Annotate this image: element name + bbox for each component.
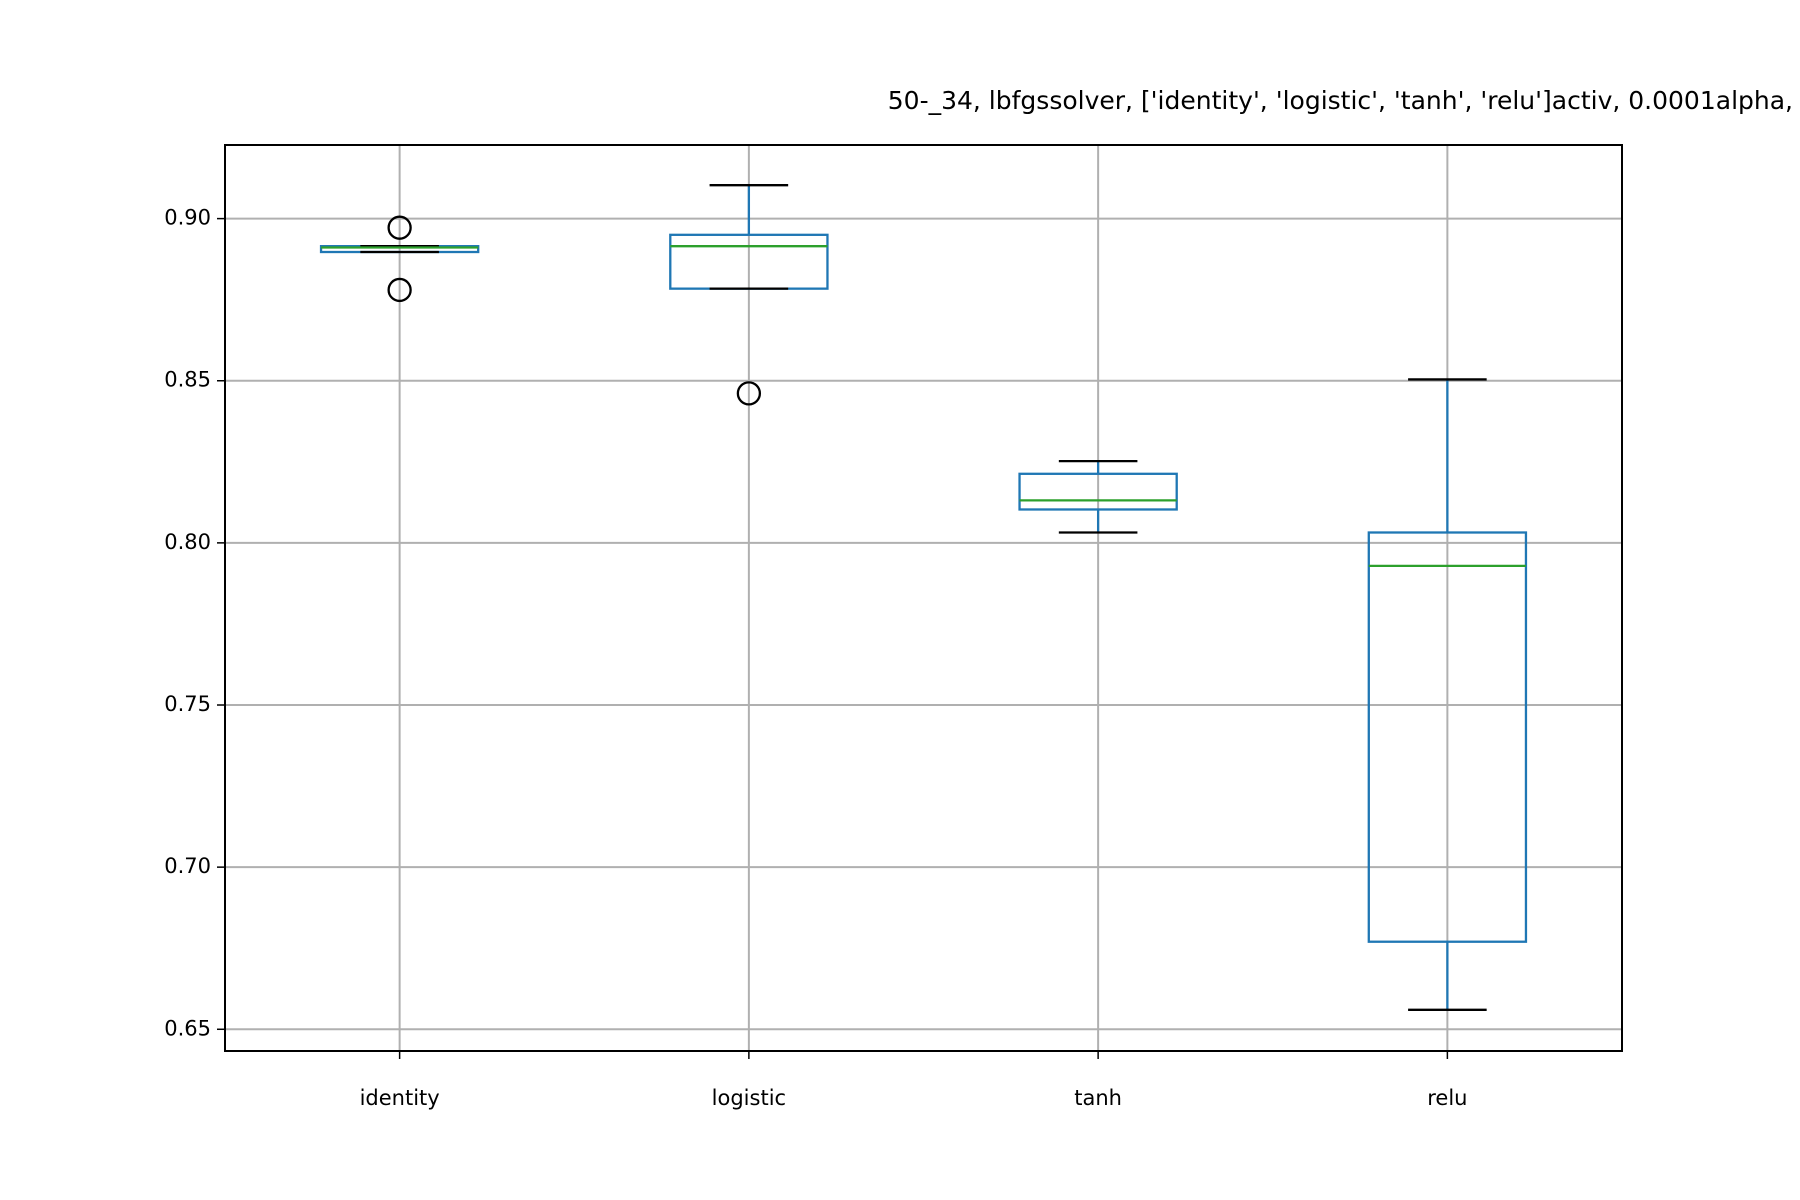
y-tick-label: 0.70 xyxy=(164,854,211,878)
flier xyxy=(736,381,762,406)
flier xyxy=(387,277,412,303)
box xyxy=(1018,472,1178,511)
y-tick-label: 0.90 xyxy=(164,206,211,230)
y-tick-label: 0.65 xyxy=(164,1016,211,1040)
y-tick-label: 0.85 xyxy=(164,368,211,392)
chart-title: 50-_34, lbfgssolver, ['identity', 'logis… xyxy=(888,86,1793,115)
x-tick-label: identity xyxy=(360,1086,440,1110)
box xyxy=(1367,531,1528,943)
y-tick-label: 0.75 xyxy=(164,692,211,716)
plot-frame xyxy=(224,144,1623,1052)
x-tick-label: tanh xyxy=(1074,1086,1122,1110)
x-tick-label: logistic xyxy=(712,1086,786,1110)
flier xyxy=(387,215,412,240)
x-tick-label: relu xyxy=(1427,1086,1467,1110)
y-tick-label: 0.80 xyxy=(164,530,211,554)
